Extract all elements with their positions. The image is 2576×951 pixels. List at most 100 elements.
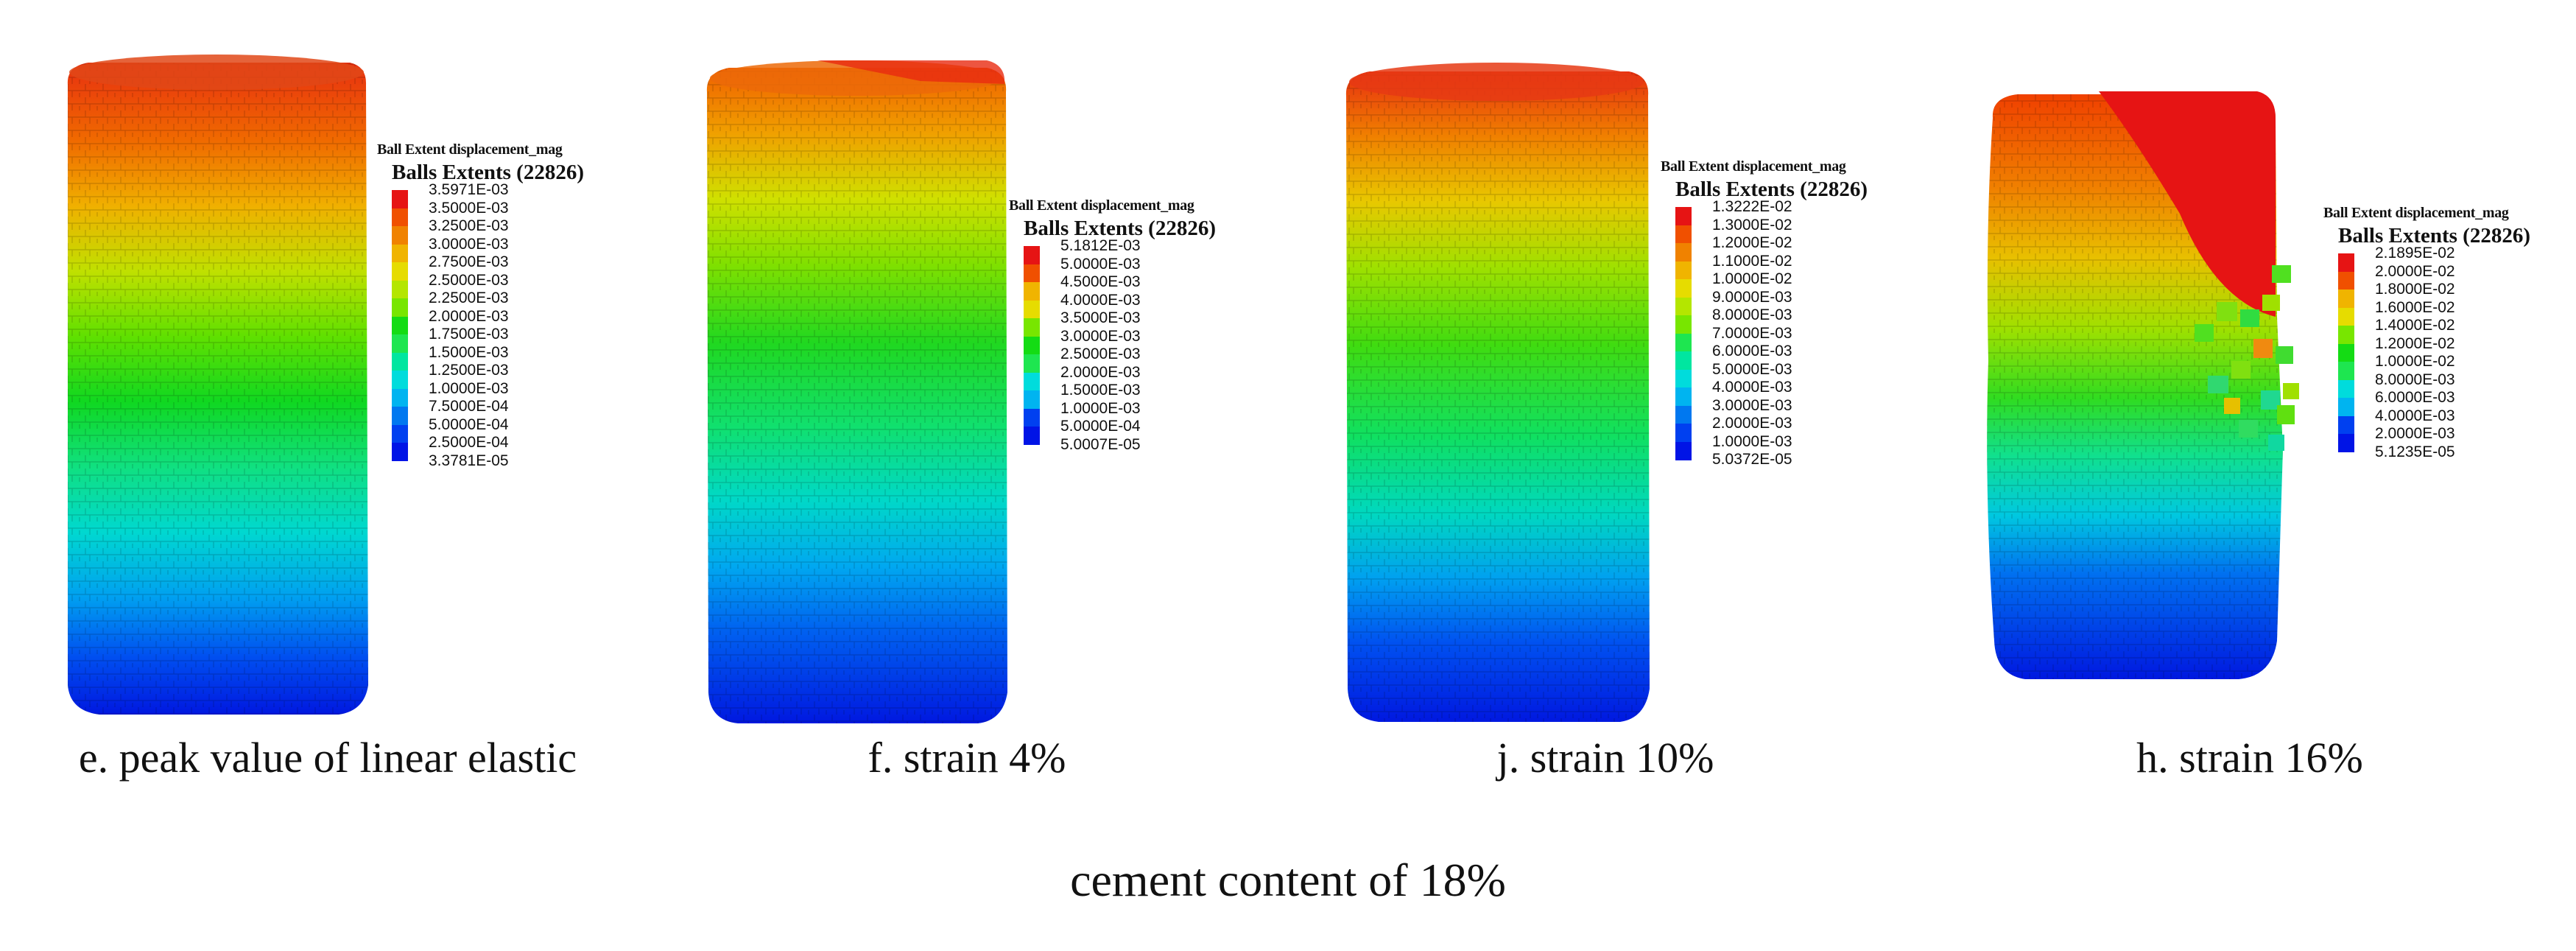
- legend-tick-label: 2.0000E-03: [429, 307, 509, 325]
- color-swatch: [1675, 225, 1692, 244]
- color-swatch: [2338, 362, 2354, 380]
- color-swatch: [2338, 326, 2354, 344]
- specimen-cylinder: [1987, 91, 2299, 679]
- specimen-cylinder: [67, 55, 368, 715]
- legend-tick-label: 6.0000E-03: [2375, 389, 2455, 406]
- legend-title: Ball Extent displacement_mag: [2323, 205, 2509, 221]
- color-swatch: [1024, 372, 1040, 391]
- color-swatch: [392, 280, 408, 299]
- specimen-cylinder: [706, 60, 1007, 723]
- legend-tick-label: 2.0000E-03: [1060, 363, 1141, 381]
- legend-tick-label: 2.2500E-03: [429, 289, 509, 306]
- color-swatch: [2338, 271, 2354, 290]
- color-swatch: [1024, 246, 1040, 264]
- legend-tick-label: 2.0000E-02: [2375, 262, 2455, 280]
- color-swatch: [392, 298, 408, 317]
- legend-tick-label: 1.2000E-02: [1712, 234, 1792, 251]
- color-swatch: [1024, 354, 1040, 373]
- legend-tick-label: 1.2000E-02: [2375, 334, 2455, 352]
- legend-tick-label: 1.6000E-02: [2375, 298, 2455, 316]
- color-swatch: [2338, 379, 2354, 399]
- legend-tick-label: 3.0000E-03: [1712, 396, 1792, 414]
- color-swatch: [1675, 243, 1692, 262]
- legend-tick-label: 3.5000E-03: [1060, 309, 1141, 326]
- color-swatch: [1675, 207, 1692, 225]
- color-swatch: [392, 371, 408, 389]
- legend-tick-label: 1.7500E-03: [429, 326, 509, 343]
- legend-tick-label: 1.0000E-03: [1060, 399, 1141, 417]
- color-swatch: [392, 407, 408, 425]
- legend-tick-label: 1.3000E-02: [1712, 216, 1792, 234]
- color-swatch: [392, 334, 408, 353]
- color-swatch: [1024, 282, 1040, 301]
- color-swatch: [1675, 315, 1692, 334]
- legend-tick-label: 5.0000E-03: [1060, 255, 1141, 273]
- legend-subtitle: Balls Extents (22826): [392, 161, 584, 184]
- legend-tick-label: 5.0000E-03: [1712, 360, 1792, 378]
- legend-tick-label: 1.3222E-02: [1712, 198, 1792, 215]
- color-swatch: [1675, 405, 1692, 424]
- color-swatch: [2338, 307, 2354, 326]
- color-swatch: [1675, 369, 1692, 388]
- color-swatch: [392, 262, 408, 281]
- legend-tick-label: 5.0372E-05: [1712, 451, 1792, 468]
- figure-caption: cement content of 18%: [1070, 854, 1506, 906]
- color-swatch: [1675, 261, 1692, 280]
- legend-tick-label: 3.0000E-03: [1060, 327, 1141, 345]
- panel-caption: e. peak value of linear elastic: [78, 734, 577, 782]
- legend-tick-label: 5.0000E-04: [429, 415, 509, 433]
- legend-tick-label: 7.0000E-03: [1712, 324, 1792, 342]
- legend-tick-label: 1.2500E-03: [429, 362, 509, 379]
- legend-tick-label: 1.1000E-02: [1712, 252, 1792, 270]
- legend-tick-label: 2.1895E-02: [2375, 245, 2455, 262]
- color-swatch: [2338, 415, 2354, 435]
- color-bar: 3.5971E-03 3.5000E-03 3.2500E-03 3.0000E-03…: [392, 181, 509, 469]
- legend-tick-label: 2.5000E-03: [429, 271, 509, 289]
- legend-tick-label: 1.0000E-02: [1712, 270, 1792, 287]
- panel-caption: h. strain 16%: [2136, 734, 2363, 782]
- specimen-cylinder: [1345, 63, 1650, 722]
- legend-subtitle: Balls Extents (22826): [1024, 217, 1216, 240]
- color-swatch: [1024, 427, 1040, 445]
- color-swatch: [1024, 408, 1040, 427]
- panel-f: Ball Extent displacement_mag Balls Exten…: [663, 0, 1326, 810]
- color-swatch: [1024, 390, 1040, 409]
- color-swatch: [392, 226, 408, 245]
- legend-tick-label: 7.5000E-04: [429, 398, 509, 415]
- legend-tick-label: 1.0000E-02: [2375, 353, 2455, 370]
- color-swatch: [1675, 387, 1692, 406]
- legend-tick-label: 3.5000E-03: [429, 199, 509, 217]
- panel-caption: j. strain 10%: [1496, 734, 1714, 782]
- legend-subtitle: Balls Extents (22826): [1675, 178, 1868, 201]
- legend-tick-label: 3.3781E-05: [429, 452, 509, 469]
- legend-tick-label: 1.0000E-03: [429, 379, 509, 397]
- color-swatch: [1675, 441, 1692, 460]
- legend-tick-label: 2.5000E-04: [429, 434, 509, 451]
- legend-title: Ball Extent displacement_mag: [377, 141, 563, 158]
- color-swatch: [392, 352, 408, 371]
- color-swatch: [2338, 253, 2354, 272]
- color-swatch: [1675, 297, 1692, 316]
- color-swatch: [1024, 300, 1040, 319]
- legend-tick-label: 1.5000E-03: [429, 343, 509, 361]
- legend-tick-label: 1.8000E-02: [2375, 281, 2455, 298]
- color-swatch: [392, 190, 408, 208]
- legend-tick-label: 3.5971E-03: [429, 181, 509, 198]
- panel-e: Ball Extent displacement_mag Balls Exten…: [0, 0, 663, 810]
- legend-tick-label: 2.7500E-03: [429, 253, 509, 270]
- panel-caption: f. strain 4%: [868, 734, 1066, 782]
- legend-tick-label: 4.0000E-03: [2375, 407, 2455, 424]
- color-swatch: [392, 244, 408, 263]
- legend-tick-label: 8.0000E-03: [2375, 371, 2455, 388]
- legend-tick-label: 4.0000E-03: [1712, 379, 1792, 396]
- color-swatch: [392, 388, 408, 407]
- color-swatch: [1675, 351, 1692, 370]
- legend-title: Ball Extent displacement_mag: [1661, 158, 1846, 175]
- legend-title: Ball Extent displacement_mag: [1009, 197, 1194, 214]
- color-swatch: [1024, 336, 1040, 355]
- legend-tick-label: 1.5000E-03: [1060, 382, 1141, 399]
- legend-tick-label: 4.0000E-03: [1060, 291, 1141, 309]
- legend-tick-label: 3.0000E-03: [429, 235, 509, 253]
- color-swatch: [1675, 279, 1692, 298]
- color-swatch: [1024, 264, 1040, 283]
